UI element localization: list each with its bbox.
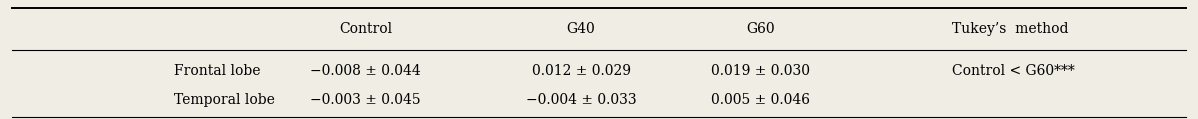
Text: −0.003 ± 0.045: −0.003 ± 0.045	[310, 93, 420, 107]
Text: 0.019 ± 0.030: 0.019 ± 0.030	[712, 64, 810, 78]
Text: −0.004 ± 0.033: −0.004 ± 0.033	[526, 93, 636, 107]
Text: G40: G40	[567, 22, 595, 36]
Text: Control: Control	[339, 22, 392, 36]
Text: 0.005 ± 0.046: 0.005 ± 0.046	[712, 93, 810, 107]
Text: Temporal lobe: Temporal lobe	[174, 93, 274, 107]
Text: 0.012 ± 0.029: 0.012 ± 0.029	[532, 64, 630, 78]
Text: Control < G60***: Control < G60***	[952, 64, 1075, 78]
Text: Frontal lobe: Frontal lobe	[174, 64, 260, 78]
Text: −0.008 ± 0.044: −0.008 ± 0.044	[310, 64, 420, 78]
Text: Tukey’s  method: Tukey’s method	[952, 22, 1069, 36]
Text: G60: G60	[746, 22, 775, 36]
